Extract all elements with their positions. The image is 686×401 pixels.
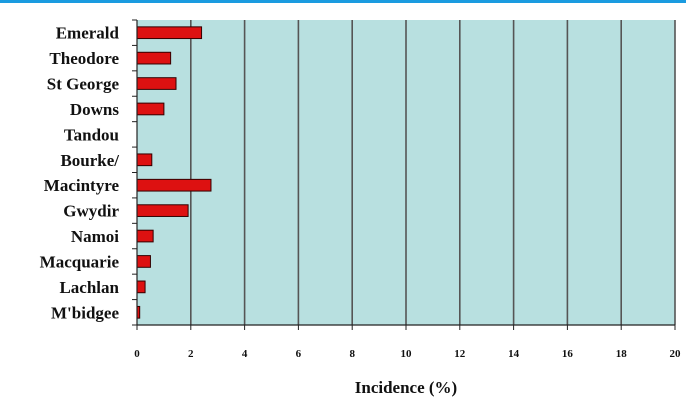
bar (136, 102, 165, 116)
bar (136, 255, 151, 268)
x-tick-label: 20 (670, 348, 682, 360)
x-tick-label: 18 (616, 348, 628, 360)
category-labels: Emerald Theodore St George Downs Tandou Bourk… (40, 24, 120, 323)
x-tick-label: 14 (508, 348, 520, 360)
gridlines (190, 20, 676, 325)
x-tick-labels: 0 2 4 6 8 10 12 14 16 18 20 (134, 348, 681, 360)
category-label: Tandou (64, 125, 119, 144)
x-tick-label: 4 (242, 348, 248, 360)
x-axis-title: Incidence (%) (355, 378, 457, 397)
top-accent-rule (0, 0, 686, 3)
category-label: Emerald (56, 24, 120, 43)
category-label: M'bidgee (51, 303, 119, 322)
x-tick-marks (136, 325, 676, 330)
bar (136, 153, 153, 167)
x-tick-label: 2 (188, 348, 194, 360)
category-label: Gwydir (63, 202, 119, 221)
bar (136, 204, 189, 217)
y-tick-marks (132, 19, 137, 326)
category-label: Macintyre (44, 176, 120, 195)
category-label: Lachlan (59, 278, 119, 297)
category-label: St George (47, 75, 120, 94)
x-tick-label: 8 (349, 348, 355, 360)
category-label: Namoi (71, 227, 119, 246)
bar (136, 280, 146, 294)
x-tick-label: 16 (562, 348, 574, 360)
category-label: Macquarie (40, 252, 120, 271)
x-tick-label: 6 (296, 348, 302, 360)
category-label: Downs (70, 100, 120, 119)
x-tick-label: 12 (454, 348, 466, 360)
bar (136, 178, 212, 192)
bar (136, 51, 172, 65)
category-label: Bourke/ (60, 151, 119, 170)
bar (136, 26, 203, 40)
x-tick-label: 0 (134, 348, 140, 360)
bar (136, 229, 154, 243)
x-tick-label: 10 (401, 348, 413, 360)
bar (136, 77, 177, 90)
category-label: Theodore (49, 49, 119, 68)
